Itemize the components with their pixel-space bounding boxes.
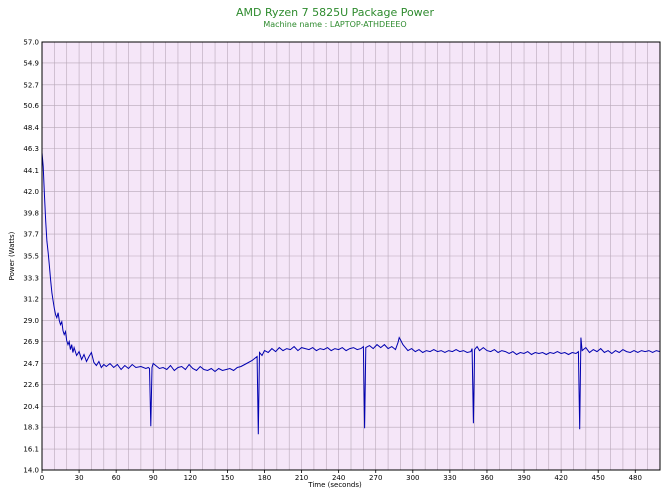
x-tick-label: 240	[332, 474, 345, 482]
y-tick-label: 39.8	[23, 210, 39, 218]
x-tick-label: 60	[112, 474, 121, 482]
y-tick-label: 26.9	[23, 338, 39, 346]
x-tick-label: 120	[184, 474, 197, 482]
y-tick-label: 35.5	[23, 253, 39, 261]
chart-title: AMD Ryzen 7 5825U Package Power	[236, 6, 434, 19]
y-tick-label: 52.7	[23, 81, 39, 89]
y-tick-label: 48.4	[23, 124, 39, 132]
y-tick-label: 31.2	[23, 295, 39, 303]
x-tick-label: 180	[258, 474, 271, 482]
y-tick-label: 37.7	[23, 231, 39, 239]
chart-subtitle: Machine name : LAPTOP-ATHDEEEO	[263, 20, 406, 29]
x-tick-label: 0	[40, 474, 44, 482]
y-tick-label: 42.0	[23, 188, 39, 196]
x-tick-label: 480	[629, 474, 642, 482]
y-tick-label: 50.6	[23, 102, 39, 110]
series-line	[41, 152, 661, 435]
x-tick-label: 450	[592, 474, 605, 482]
y-axis-label: Power (Watts)	[8, 231, 16, 280]
y-tick-label: 57.0	[23, 39, 39, 47]
y-tick-label: 22.6	[23, 381, 39, 389]
x-tick-label: 330	[443, 474, 456, 482]
x-tick-label: 270	[369, 474, 382, 482]
y-tick-label: 14.0	[23, 467, 39, 475]
y-tick-label: 24.7	[23, 360, 39, 368]
y-tick-label: 16.1	[23, 446, 39, 454]
x-tick-label: 30	[75, 474, 84, 482]
x-axis-ticks: 0 30 60 90 120 150 180 210 240 270 300 330 360 390 420…	[40, 470, 642, 482]
y-axis-ticks: 14.0 16.1 18.3 20.4 22.6 24.7 26.9 29.0 31.2 33.3…	[23, 39, 39, 475]
x-tick-label: 150	[221, 474, 234, 482]
plot-frame	[41, 41, 661, 471]
x-tick-label: 390	[517, 474, 530, 482]
x-tick-label: 420	[554, 474, 567, 482]
y-tick-label: 29.0	[23, 317, 39, 325]
grid-lines	[42, 41, 660, 471]
y-tick-label: 46.3	[23, 145, 39, 153]
x-tick-label: 90	[149, 474, 158, 482]
x-axis-label: Time (seconds)	[307, 481, 362, 489]
y-tick-label: 44.1	[23, 167, 39, 175]
x-tick-label: 210	[295, 474, 308, 482]
y-tick-label: 20.4	[23, 403, 39, 411]
x-tick-label: 360	[480, 474, 493, 482]
x-tick-label: 300	[406, 474, 419, 482]
y-tick-label: 33.3	[23, 274, 39, 282]
y-tick-label: 54.9	[23, 59, 39, 67]
y-tick-label: 18.3	[23, 424, 39, 432]
